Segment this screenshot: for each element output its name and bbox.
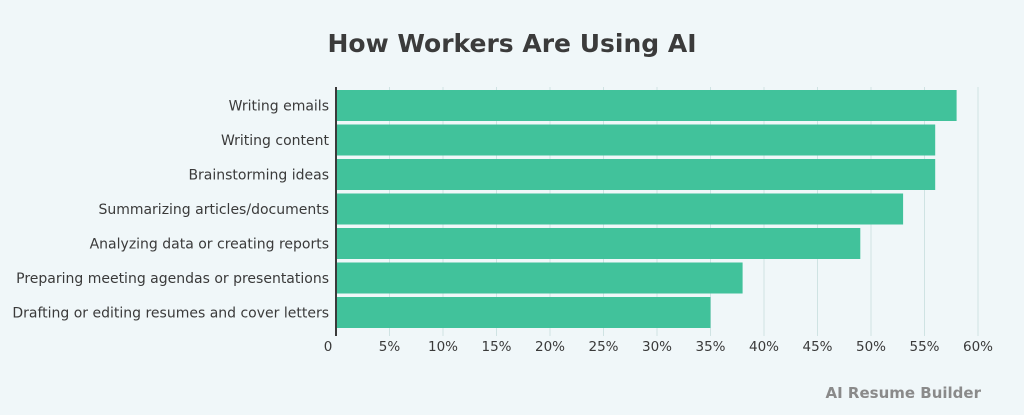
x-tick-label: 40%	[749, 339, 779, 355]
x-tick-label: 15%	[481, 339, 511, 355]
x-tick-label: 20%	[535, 339, 565, 355]
x-tick-label: 55%	[909, 339, 939, 355]
category-label: Analyzing data or creating reports	[90, 237, 329, 253]
category-label: Writing content	[221, 133, 330, 149]
category-label: Writing emails	[229, 99, 329, 115]
chart-title: How Workers Are Using AI	[327, 29, 696, 58]
x-tick-label: 25%	[588, 339, 618, 355]
x-tick-label: 60%	[963, 339, 993, 355]
category-labels: Writing emails Writing content Brainstormi…	[12, 99, 329, 322]
bar	[336, 262, 743, 294]
category-label: Summarizing articles/documents	[98, 202, 329, 218]
x-tick-labels: 0 5% 10% 15% 20% 25% 30% 35% 40% 45% 50% 55% 60%	[324, 339, 993, 355]
x-tick-label: 50%	[856, 339, 886, 355]
bar	[336, 124, 936, 156]
bar	[336, 159, 936, 190]
watermark-label: AI Resume Builder	[826, 384, 982, 402]
bar	[336, 193, 904, 225]
bar	[336, 228, 861, 259]
bars	[336, 90, 957, 328]
bar	[336, 297, 711, 328]
x-tick-label: 10%	[428, 339, 458, 355]
x-tick-label: 0	[324, 339, 333, 355]
x-tick-label: 5%	[379, 339, 401, 355]
category-label: Drafting or editing resumes and cover le…	[12, 306, 329, 322]
category-label: Brainstorming ideas	[188, 168, 329, 184]
x-tick-label: 45%	[802, 339, 832, 355]
bar	[336, 90, 957, 121]
x-tick-label: 30%	[642, 339, 672, 355]
x-tick-label: 35%	[695, 339, 725, 355]
category-label: Preparing meeting agendas or presentatio…	[16, 271, 329, 287]
